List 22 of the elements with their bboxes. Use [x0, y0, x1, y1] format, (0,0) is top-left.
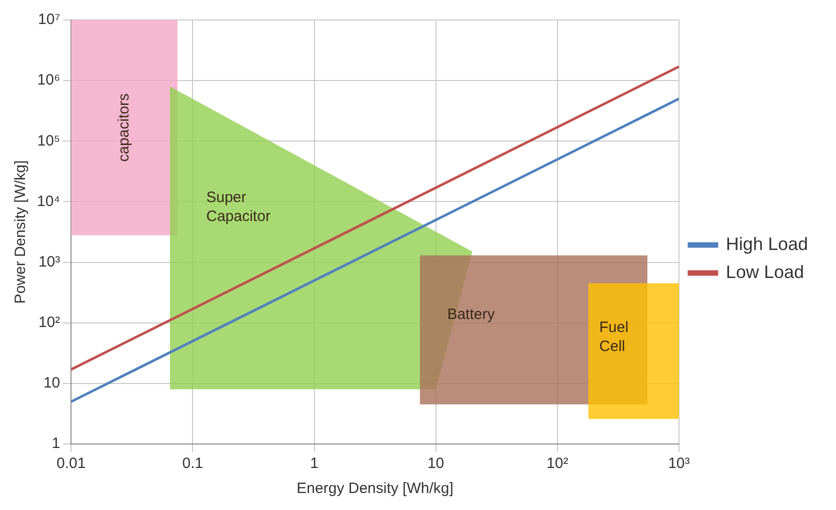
legend-label: High Load — [726, 234, 808, 254]
series-label: Battery — [447, 306, 496, 324]
y-tick-label: 10⁶ — [37, 72, 60, 89]
x-tick-label: 10³ — [668, 455, 690, 472]
y-tick-label: 10⁵ — [37, 132, 60, 150]
y-tick-label: 10 — [43, 374, 60, 392]
y-axis-title: Power Density [W/kg] — [12, 160, 30, 304]
x-tick-label: 10 — [427, 455, 444, 472]
y-tick-label: 10⁷ — [38, 11, 60, 28]
series-label: Super Capacitor — [206, 189, 270, 226]
y-tick-label: 10⁴ — [36, 192, 60, 210]
x-tick-label: 10² — [546, 455, 568, 472]
x-tick-label: 0.01 — [56, 455, 86, 472]
x-tick-label: 0.1 — [182, 455, 204, 472]
y-tick-label: 10² — [38, 314, 60, 331]
x-tick-label: 1 — [310, 455, 318, 472]
legend-label: Low Load — [726, 262, 804, 282]
x-axis-title: Energy Density [Wh/kg] — [296, 480, 454, 498]
y-tick-label: 10³ — [38, 253, 60, 270]
series-label: Fuel Cell — [599, 319, 628, 356]
y-tick-label: 1 — [52, 435, 60, 452]
series-label: capacitors — [115, 93, 132, 162]
